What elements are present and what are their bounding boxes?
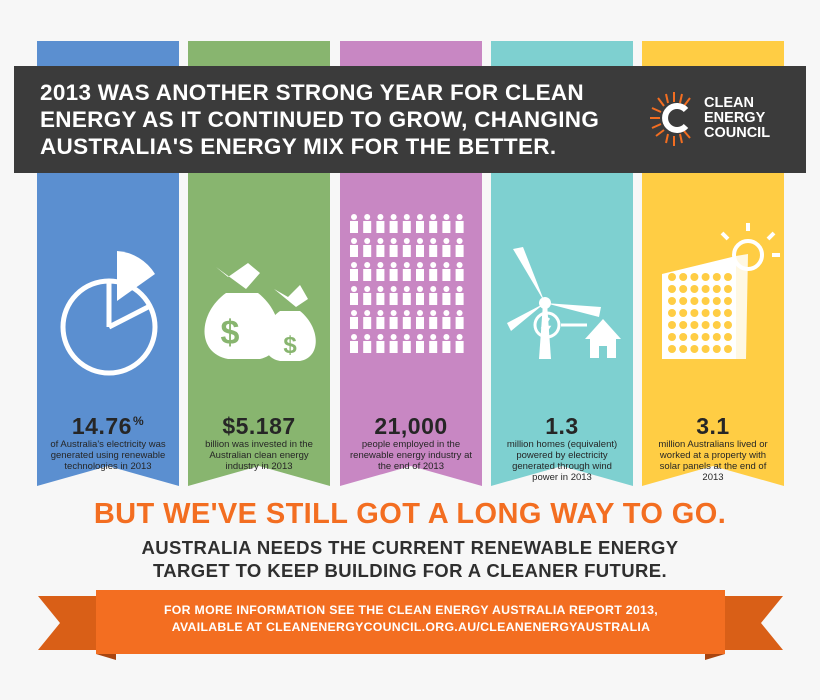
tagline: BUT WE'VE STILL GOT A LONG WAY TO GO.	[93, 498, 727, 530]
header-banner: 2013 WAS ANOTHER STRONG YEAR FOR CLEAN E…	[14, 66, 806, 173]
money-bags-icon: $ $	[204, 263, 316, 361]
stat-value: 21,000	[374, 413, 448, 439]
stat-value: 14.76%	[71, 413, 145, 439]
solar-panel-icon	[662, 223, 780, 359]
logo-text: CLEAN ENERGY COUNCIL	[704, 95, 771, 141]
people-icon	[350, 214, 464, 353]
stat-description: billion was invested in the Australian c…	[205, 439, 313, 472]
stat-description: of Australia's electricity was generated…	[50, 439, 166, 472]
clean-energy-council-logo: CLEAN ENERGY COUNCIL	[646, 88, 796, 152]
ribbon-text[interactable]: FOR MORE INFORMATION SEE THE CLEAN ENERG…	[163, 603, 659, 634]
stat-value: 3.1	[696, 413, 730, 439]
svg-text:$: $	[221, 314, 240, 352]
stat-description: people employed in the renewable energy …	[350, 439, 472, 472]
logo-mark-icon	[650, 92, 691, 146]
stat-value: $5.187	[222, 413, 296, 439]
headline: 2013 WAS ANOTHER STRONG YEAR FOR CLEAN E…	[40, 80, 600, 159]
stat-value: 1.3	[545, 413, 579, 439]
wind-turbine-icon	[507, 247, 621, 359]
subheading: AUSTRALIA NEEDS THE CURRENT RENEWABLE EN…	[141, 537, 679, 581]
pie-chart-icon	[60, 251, 158, 376]
stat-description: million Australians lived or worked at a…	[658, 439, 768, 483]
info-ribbon	[38, 590, 783, 660]
stat-description: million homes (equivalent) powered by el…	[506, 439, 618, 483]
svg-text:$: $	[283, 332, 297, 359]
